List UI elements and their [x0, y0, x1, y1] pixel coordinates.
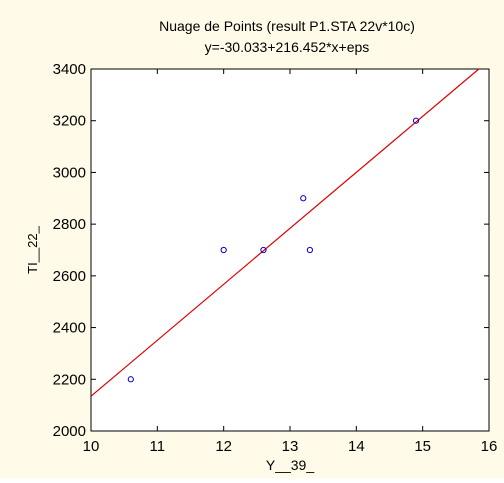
- data-point-5: [412, 117, 420, 124]
- x-tick-label-1: 11: [150, 438, 166, 455]
- x-axis: 10 11 12 13 14 15 16: [83, 69, 498, 455]
- y-axis: 2000 2200 2400 2600 2800 3000 3200 3400: [53, 61, 489, 440]
- y-tick-label-4: 2800: [53, 216, 86, 233]
- x-tick-label-5: 15: [414, 438, 431, 455]
- data-point-3: [300, 195, 307, 202]
- y-tick-label-1: 2200: [53, 371, 86, 388]
- plot-area: [90, 68, 490, 432]
- data-point-2: [260, 246, 267, 254]
- y-tick-label-0: 2000: [53, 423, 86, 440]
- scatter-points: [127, 117, 420, 383]
- chart-title: Nuage de Points (result P1.STA 22v*10c): [159, 18, 415, 34]
- chart-subtitle: y=-30.033+216.452*x+eps: [205, 39, 370, 55]
- data-point-1: [220, 246, 227, 254]
- x-axis-label: Y__39_: [266, 457, 314, 473]
- y-tick-label-5: 3000: [53, 164, 86, 181]
- x-tick-label-0: 10: [83, 438, 100, 455]
- y-tick-label-3: 2600: [53, 268, 86, 285]
- y-tick-label-7: 3400: [53, 61, 86, 78]
- regression-line: [90, 68, 480, 397]
- x-tick-label-6: 16: [481, 438, 498, 455]
- y-axis-label: TI__22_: [25, 225, 40, 273]
- y-tick-label-6: 3200: [53, 113, 86, 130]
- data-point-0: [127, 376, 134, 383]
- x-tick-label-2: 12: [215, 438, 232, 455]
- x-tick-label-4: 14: [348, 438, 365, 455]
- x-tick-label-3: 13: [282, 438, 299, 455]
- regression-line-group: [90, 68, 480, 397]
- y-tick-label-2: 2400: [53, 320, 86, 337]
- data-point-4: [306, 246, 313, 254]
